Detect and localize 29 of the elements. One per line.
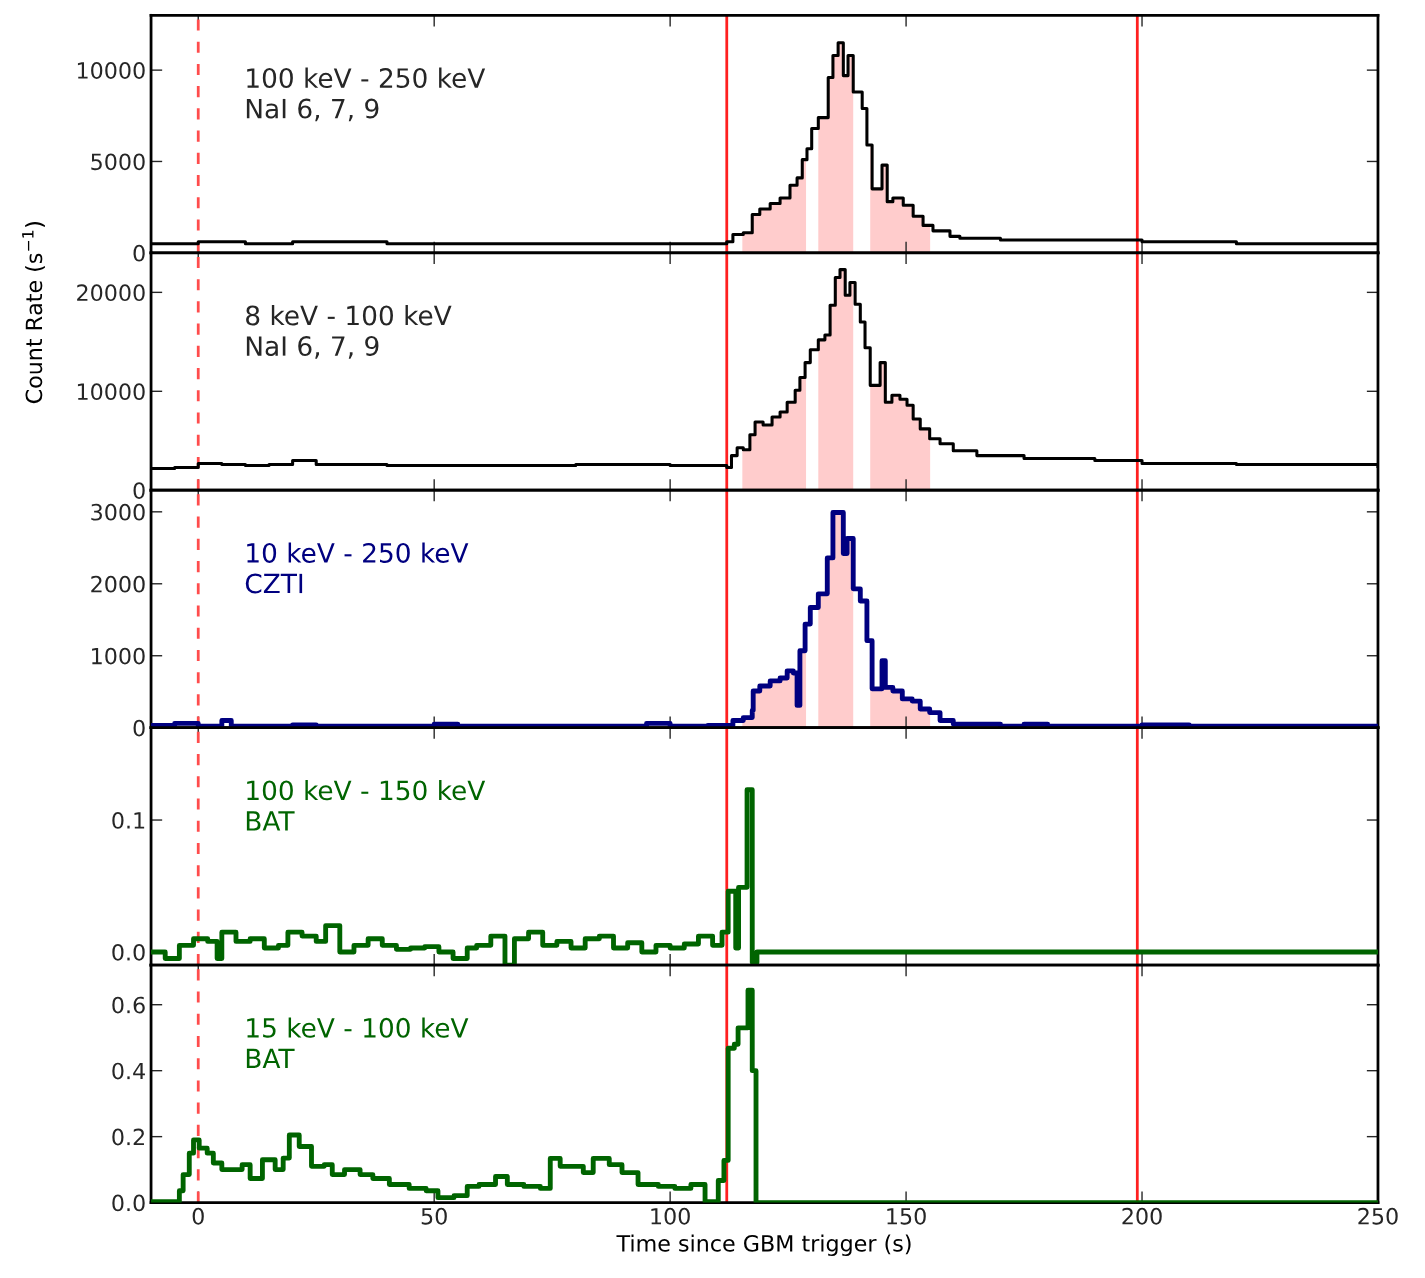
x-tick-label: 250 [1358, 1207, 1398, 1225]
y-tick-label: 0.1 [112, 811, 145, 829]
y-tick-label: 0 [133, 244, 145, 262]
x-axis-title: Time since GBM trigger (s) [616, 1234, 911, 1257]
y-tick-label: 0.0 [112, 943, 145, 961]
y-axis-title: Count Rate (s$^{−1}$) [22, 222, 45, 404]
y-tick-label: 3000 [91, 503, 145, 521]
y-tick-label: 0.2 [112, 1128, 144, 1146]
y-tick-label: 0 [133, 482, 145, 499]
x-tick-label: 100 [651, 1207, 690, 1225]
y-tick-label: 2000 [91, 575, 145, 593]
y-tick-label: 0 [133, 719, 145, 737]
y-tick-label: 0.4 [112, 1062, 145, 1080]
annotation: 15 keV - 100 keV BAT [246, 1017, 469, 1068]
y-tick-label: 1000 [92, 647, 145, 665]
annotation: 100 keV - 250 keV NaI 6, 7, 9 [246, 67, 486, 122]
x-tick-label: 200 [1122, 1207, 1162, 1225]
annotation: 8 keV - 100 keV NaI 6, 7, 9 [246, 305, 452, 359]
x-tick-label: 50 [421, 1207, 447, 1225]
annotation: 100 keV - 150 keV BAT [246, 779, 486, 831]
y-tick-label: 0.0 [112, 1194, 145, 1212]
x-tick-label: 0 [192, 1207, 204, 1225]
annotation: 10 keV - 250 keV CZTI [245, 542, 469, 594]
y-tick-label: 20000 [77, 284, 145, 302]
y-tick-label: 10000 [77, 383, 145, 401]
y-tick-label: 0.6 [112, 996, 145, 1014]
y-tick-label: 10000 [77, 62, 145, 79]
y-tick-label: 5000 [91, 153, 145, 171]
x-tick-label: 150 [887, 1207, 926, 1225]
